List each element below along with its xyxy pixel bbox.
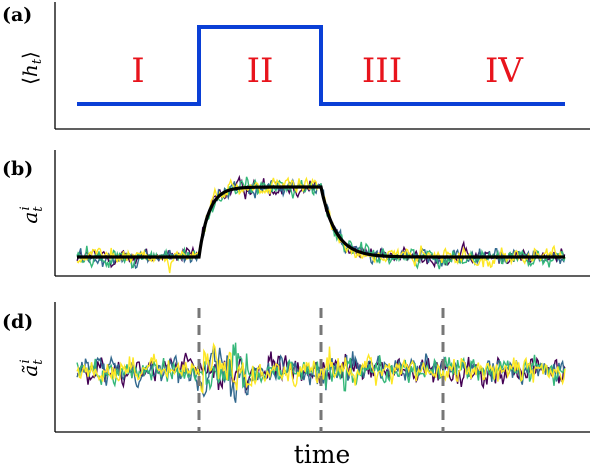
region-label-III: III [362, 51, 402, 91]
panel-a: (a) ⟨ht⟩ I II III IV [2, 2, 590, 130]
panel-b: (b) ati [2, 150, 590, 277]
region-label-IV: IV [485, 51, 524, 91]
panel-b-label: (b) [2, 158, 33, 180]
region-label-II: II [247, 51, 274, 91]
region-boundaries [197, 308, 445, 432]
region-label-I: I [131, 51, 144, 91]
svg-text:ãti: ãti [18, 359, 46, 377]
panel-a-label: (a) [2, 4, 32, 26]
panel-d: (d) ãti time [2, 302, 590, 469]
signal-step-line [77, 25, 565, 106]
svg-text:ati: ati [18, 206, 46, 224]
svg-text:⟨ht⟩: ⟨ht⟩ [18, 51, 45, 85]
panel-d-label: (d) [2, 311, 33, 333]
mean-activity-line [77, 185, 565, 259]
panel-d-y-label: ãti [18, 359, 46, 377]
panel-a-y-label: ⟨ht⟩ [18, 51, 45, 85]
panel-b-y-label: ati [18, 206, 46, 224]
x-axis-label: time [294, 440, 351, 469]
